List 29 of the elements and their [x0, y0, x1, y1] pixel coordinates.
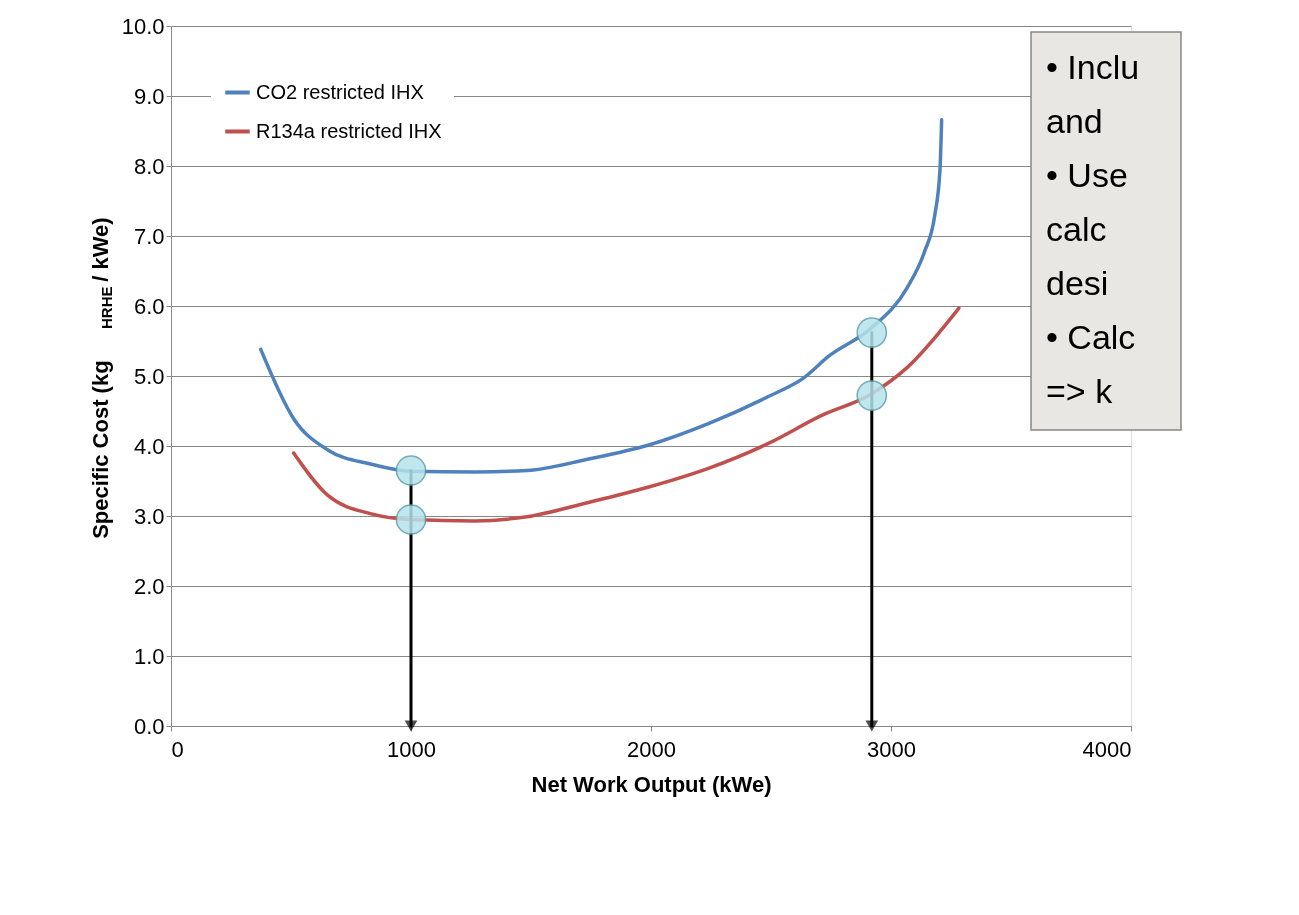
- annotation: => k: [1046, 372, 1114, 410]
- y-tick-label: 6.0: [133, 293, 165, 319]
- x-tick-label: 2000: [627, 736, 676, 762]
- x-tick-label: 1000: [387, 736, 436, 762]
- y-tick-label: 3.0: [133, 503, 165, 529]
- annotation: • Inclu: [1046, 48, 1140, 86]
- annotation: calc: [1046, 210, 1107, 248]
- annotation: and: [1046, 102, 1103, 140]
- x-axis-title: Net Work Output (kWe): [531, 771, 772, 797]
- y-tick-label: 1.0: [133, 643, 165, 669]
- annotation: • Use: [1046, 156, 1128, 194]
- y-tick-label: 8.0: [133, 153, 165, 179]
- legend-label: CO2 restricted IHX: [256, 80, 424, 103]
- y-tick-label: 5.0: [133, 363, 165, 389]
- y-tick-label: 10.0: [121, 13, 165, 39]
- y-tick-label: 2.0: [133, 573, 165, 599]
- x-tick-label: 4000: [1082, 736, 1132, 762]
- text: Specific Cost (kgHRHE / kWe): [88, 217, 115, 539]
- y-tick-label: 0.0: [133, 713, 165, 739]
- x-tick-label: 0: [171, 736, 184, 762]
- y-tick-label: 9.0: [133, 83, 165, 109]
- annotation: desi: [1046, 264, 1109, 302]
- y-tick-label: 4.0: [133, 433, 165, 459]
- line-series: [291, 306, 961, 523]
- y-tick-label: 7.0: [133, 223, 165, 249]
- legend-label: R134a restricted IHX: [256, 119, 442, 142]
- annotation: • Calc: [1046, 318, 1136, 356]
- x-tick-label: 3000: [867, 736, 916, 762]
- line-series: [259, 118, 944, 474]
